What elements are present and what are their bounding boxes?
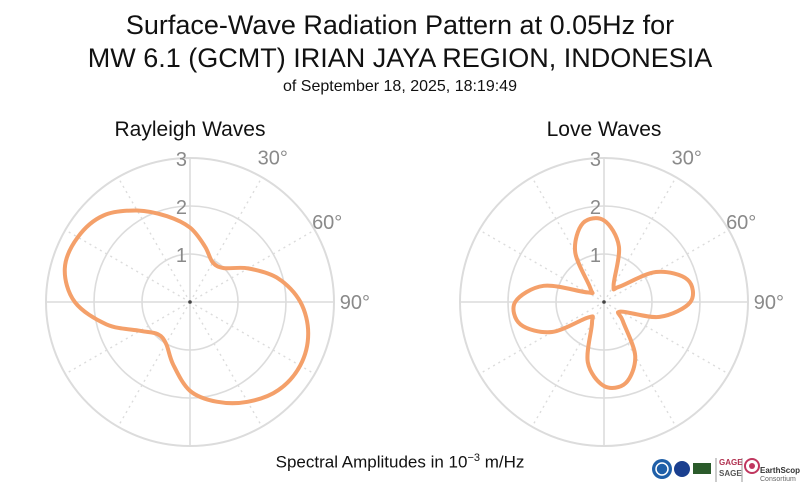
sage-logo-text: SAGE [719, 469, 742, 478]
nsf-logo-icon [652, 459, 672, 479]
nasa-logo-icon [674, 461, 690, 477]
love-radial-tick-1: 1 [590, 245, 601, 267]
rayleigh-spoke-150 [189, 301, 263, 428]
earthscope-consortium-text: Consortium [760, 476, 796, 483]
footer-prefix: Spectral Amplitudes in 10 [275, 452, 468, 472]
love-spoke-60 [603, 229, 730, 303]
rayleigh-spoke-300 [64, 229, 191, 303]
love-center-dot [602, 300, 606, 304]
love-spoke-150 [603, 301, 677, 428]
love-angle-tick-60: 60° [726, 212, 756, 234]
rayleigh-radial-tick-1: 1 [176, 245, 187, 267]
rayleigh-ring-1 [141, 253, 239, 351]
rayleigh-radial-tick-2: 2 [176, 197, 187, 219]
love-spoke-330 [531, 176, 605, 303]
footer-caption: Spectral Amplitudes in 10−3 m/Hz [0, 452, 800, 473]
love-radiation-curve [511, 216, 696, 390]
gage-logo-text: GAGE [719, 458, 743, 467]
rayleigh-angle-tick-60: 60° [312, 212, 342, 234]
title-line-3: of September 18, 2025, 18:19:49 [283, 78, 517, 95]
title-line-2: MW 6.1 (GCMT) IRIAN JAYA REGION, INDONES… [87, 43, 713, 73]
rayleigh-ring-2 [93, 205, 287, 399]
rayleigh-spoke-60 [189, 229, 316, 303]
love-ring-3 [459, 157, 749, 447]
rayleigh-center-dot [188, 300, 192, 304]
rayleigh-angle-tick-90: 90° [340, 292, 370, 314]
nsf-logo-ring-icon [655, 462, 669, 476]
footer-exponent: −3 [467, 452, 480, 464]
love-angle-tick-30: 30° [672, 148, 702, 170]
rayleigh-radial-tick-3: 3 [176, 149, 187, 171]
love-spoke-240 [478, 301, 605, 375]
love-ring-1 [555, 253, 653, 351]
rayleigh-panel-title: Rayleigh Waves [114, 118, 266, 141]
earthscope-logo-icon [744, 458, 760, 474]
rayleigh-spoke-210 [117, 301, 191, 428]
earthscope-logo-dot-icon [749, 463, 755, 469]
love-panel-title: Love Waves [546, 118, 662, 141]
love-angle-tick-90: 90° [754, 292, 784, 314]
logo-strip: GAGE SAGE EarthScope Consortium [650, 452, 800, 486]
footer-suffix: m/Hz [480, 452, 525, 472]
earthscope-logo-text: EarthScope [760, 466, 800, 475]
love-radial-tick-2: 2 [590, 197, 601, 219]
title-line-1: Surface-Wave Radiation Pattern at 0.05Hz… [125, 10, 675, 40]
love-ring-2 [507, 205, 701, 399]
usgs-logo-icon [693, 463, 711, 474]
love-radial-tick-3: 3 [590, 149, 601, 171]
rayleigh-spoke-120 [189, 301, 316, 375]
rayleigh-ring-3 [45, 157, 335, 447]
logo-graphics [652, 458, 760, 482]
rayleigh-spoke-330 [117, 176, 191, 303]
rayleigh-angle-tick-30: 30° [258, 148, 288, 170]
rayleigh-radiation-curve [62, 208, 311, 406]
